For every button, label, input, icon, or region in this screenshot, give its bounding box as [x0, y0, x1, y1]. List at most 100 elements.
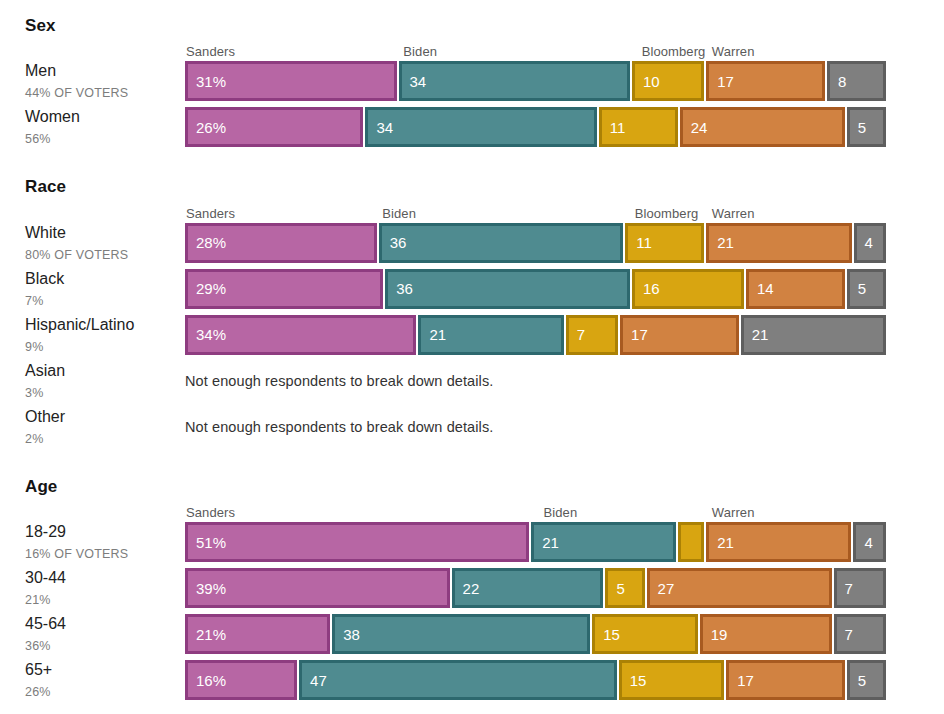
section-race: RaceSandersBidenBloombergWarrenWhite80% … — [25, 177, 944, 446]
stacked-bar: 51%21214 — [185, 522, 886, 562]
row-label: Other — [25, 407, 185, 427]
bar-segment-bloomberg — [678, 522, 704, 562]
row-label: 30-44 — [25, 568, 185, 588]
bar-segment-biden: 34 — [365, 107, 596, 147]
segment-value: 21 — [421, 326, 446, 343]
candidate-label-sanders: Sanders — [186, 505, 235, 520]
segment-value: 31% — [188, 73, 226, 90]
row-label: 65+ — [25, 660, 185, 680]
row-label: Asian — [25, 361, 185, 381]
segment-value: 22 — [455, 580, 480, 597]
segment-value: 17 — [709, 73, 734, 90]
segment-value: 21 — [709, 234, 734, 251]
row-label-block: 45-6436% — [25, 614, 185, 654]
bar-segment-bloomberg: 16 — [632, 269, 744, 309]
bar-segment-warren: 17 — [706, 61, 825, 101]
row-label: 18-29 — [25, 522, 185, 542]
stacked-bar: 26% 34 11 24 5 — [185, 107, 886, 147]
candidate-labels: SandersBidenBloombergWarren — [185, 44, 886, 61]
segment-value: 17 — [623, 326, 648, 343]
bar-segment-warren: 17 — [620, 315, 739, 355]
segment-value: 4 — [857, 234, 873, 251]
row-sublabel: 3% — [25, 386, 185, 401]
bar-segment-bloomberg: 7 — [566, 315, 618, 355]
bar-segment-biden: 22 — [452, 568, 604, 608]
stacked-bar: 31% 34 10 17 8 — [185, 61, 886, 101]
bar-segment-other: 5 — [847, 660, 886, 700]
row-sublabel: 36% — [25, 639, 185, 654]
segment-value: 11 — [602, 119, 626, 136]
segment-value: 15 — [622, 672, 647, 689]
bar-segment-sanders: 34% — [185, 315, 416, 355]
segment-value: 7 — [837, 580, 853, 597]
segment-value: 29% — [188, 280, 226, 297]
segment-value: 21 — [744, 326, 769, 343]
candidate-label-warren: Warren — [712, 505, 755, 520]
demo-row: 45-6436%21%3815197 — [25, 614, 944, 654]
bar-segment-other: 5 — [847, 107, 886, 147]
row-sublabel: 26% — [25, 685, 185, 700]
demo-row: Hispanic/Latino9%34%2171721 — [25, 315, 944, 355]
bar-segment-other: 4 — [853, 522, 886, 562]
row-label-block: 65+26% — [25, 660, 185, 700]
bar-segment-sanders: 28% — [185, 223, 377, 263]
no-data-row: Not enough respondents to break down det… — [185, 407, 493, 447]
bar-segment-biden: 36 — [379, 223, 624, 263]
row-label-block: Women56% — [25, 107, 185, 147]
section-title: Sex — [25, 16, 944, 36]
segment-value: 27 — [650, 580, 675, 597]
segment-value: 21 — [709, 534, 734, 551]
row-label: Men — [25, 61, 185, 81]
candidate-labels: SandersBidenBloombergWarren — [185, 206, 886, 223]
bar-segment-biden: 47 — [299, 660, 617, 700]
bar-segment-other: 5 — [847, 269, 886, 309]
segment-value: 5 — [608, 580, 624, 597]
no-data-note: Not enough respondents to break down det… — [185, 419, 493, 435]
segment-value: 19 — [703, 626, 728, 643]
segment-value: 34 — [402, 73, 427, 90]
bar-segment-sanders: 31% — [185, 61, 397, 101]
bar-segment-warren: 17 — [726, 660, 845, 700]
stacked-bar: 29%3616145 — [185, 269, 886, 309]
segment-value: 26% — [188, 119, 226, 136]
bar-segment-sanders: 51% — [185, 522, 529, 562]
segment-value: 24 — [683, 119, 708, 136]
demo-row: 18-2916% OF VOTERS51%21214 — [25, 522, 944, 562]
candidate-label-sanders: Sanders — [186, 206, 235, 221]
segment-value: 36 — [382, 234, 407, 251]
stacked-bar: 16%4715175 — [185, 660, 886, 700]
row-label-block: 18-29 16% OF VOTERS — [25, 522, 185, 562]
bar-segment-warren: 21 — [706, 223, 851, 263]
bar-segment-sanders: 26% — [185, 107, 363, 147]
candidate-labels: SandersBidenWarren — [185, 505, 886, 522]
candidate-label-bloomberg: Bloomberg — [642, 44, 706, 59]
segment-value: 10 — [635, 73, 660, 90]
bar-segment-warren: 24 — [680, 107, 845, 147]
segment-value: 5 — [850, 119, 866, 136]
segment-value: 16 — [635, 280, 660, 297]
demo-row: 30-4421%39%225277 — [25, 568, 944, 608]
segment-value: 5 — [850, 280, 866, 297]
bar-segment-other: 8 — [827, 61, 886, 101]
candidate-label-warren: Warren — [712, 44, 755, 59]
bar-segment-biden: 36 — [385, 269, 630, 309]
row-label-block: Black7% — [25, 269, 185, 309]
bar-segment-bloomberg: 10 — [632, 61, 704, 101]
bar-segment-warren: 21 — [706, 522, 851, 562]
row-sublabel: 16% OF VOTERS — [25, 547, 185, 562]
stacked-bar: 34% 21 7 17 21 — [185, 315, 886, 355]
stacked-bar: 28%3611214 — [185, 223, 886, 263]
bar-segment-other: 21 — [741, 315, 886, 355]
row-label: White — [25, 223, 185, 243]
demo-row: 65+26%16%4715175 — [25, 660, 944, 700]
bar-segment-bloomberg: 15 — [619, 660, 724, 700]
stacked-bar: 21%3815197 — [185, 614, 886, 654]
segment-value: 5 — [850, 672, 866, 689]
no-data-note: Not enough respondents to break down det… — [185, 373, 493, 389]
bar-segment-other: 4 — [854, 223, 887, 263]
row-label: Hispanic/Latino — [25, 315, 185, 335]
bar-segment-other: 7 — [834, 614, 886, 654]
bar-segment-biden: 21 — [418, 315, 563, 355]
row-sublabel: 80% OF VOTERS — [25, 248, 185, 263]
exit-poll-chart: SexSandersBidenBloombergWarrenMen44% OF … — [0, 0, 944, 700]
